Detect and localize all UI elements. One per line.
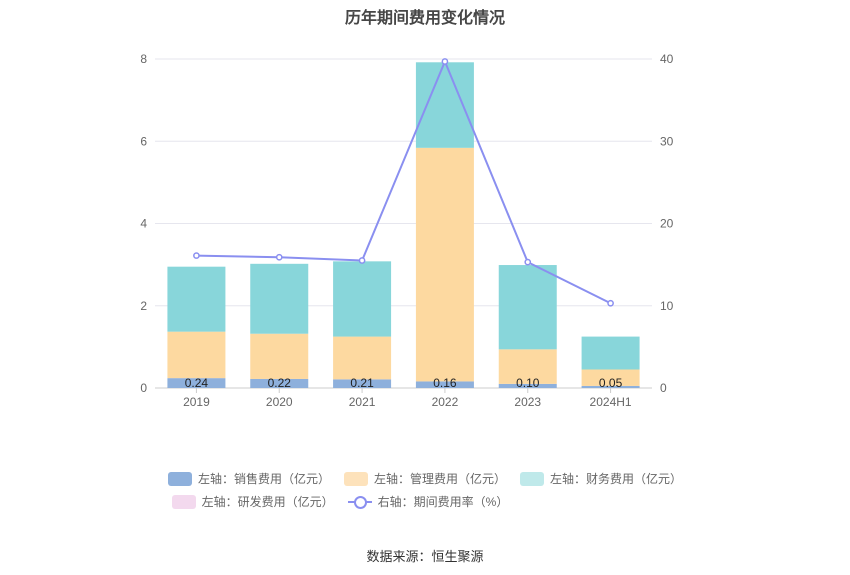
legend-item-admin[interactable]: 左轴：管理费用（亿元） <box>343 470 506 487</box>
bar-segment <box>498 383 557 388</box>
ratio-line <box>193 58 614 307</box>
legend-label-finance: 左轴：财务费用（亿元） <box>550 472 683 486</box>
bar-segment <box>415 381 474 388</box>
ratio-point <box>193 252 200 259</box>
legend-label-rnd: 左轴：研发费用（亿元） <box>201 495 334 509</box>
right-axis-ticks: 0 10 20 30 40 <box>660 52 674 395</box>
data-label: 0.05 <box>599 376 623 390</box>
x-axis-tick-label: 2021 <box>349 395 376 409</box>
legend-label-ratio: 右轴：期间费用率（%） <box>377 495 509 509</box>
legend-item-finance[interactable]: 左轴：财务费用（亿元） <box>520 470 682 487</box>
x-axis-ticks: 2019 2020 2021 2022 2023 2024H1 <box>183 388 632 409</box>
bars <box>167 62 640 388</box>
chart-title: 历年期间费用变化情况 <box>344 10 505 27</box>
bar-segment <box>167 331 226 379</box>
legend-swatch-sales <box>167 471 192 486</box>
legend-item-ratio[interactable]: 右轴：期间费用率（%） <box>347 493 509 510</box>
bar-segment <box>250 333 309 379</box>
legend-item-rnd[interactable]: 左轴：研发费用（亿元） <box>171 493 334 510</box>
right-axis-tick-label: 30 <box>660 134 674 148</box>
x-axis-tick-label: 2023 <box>514 395 541 409</box>
legend-swatch-rnd <box>171 494 196 509</box>
legend-row-2: 左轴：研发费用（亿元） 右轴：期间费用率（%） <box>0 493 850 510</box>
legend-swatch-admin <box>343 471 368 486</box>
right-axis-tick-label: 0 <box>660 381 667 395</box>
ratio-point <box>607 299 614 307</box>
bar-segment <box>333 261 392 337</box>
gridlines <box>155 58 652 389</box>
bar-segment <box>581 369 640 386</box>
bar-segment <box>415 147 474 382</box>
x-axis-tick-label: 2022 <box>432 395 459 409</box>
bar-segment <box>250 263 309 334</box>
data-label: 0.24 <box>185 376 209 390</box>
left-axis-tick-label: 6 <box>140 134 147 148</box>
ratio-point <box>524 258 532 266</box>
ratio-point <box>275 253 283 261</box>
left-axis-tick-label: 2 <box>140 299 147 313</box>
data-labels: 0.24 0.22 0.21 0.16 0.10 0.05 <box>185 376 623 390</box>
legend-label-sales: 左轴：销售费用（亿元） <box>197 472 330 486</box>
legend-swatch-ratio <box>347 495 372 509</box>
bar-segment <box>333 336 392 380</box>
ratio-point <box>441 58 449 65</box>
bar-segment <box>498 265 557 350</box>
bar-segment <box>581 385 640 388</box>
legend: 左轴：销售费用（亿元） 左轴：管理费用（亿元） 左轴：财务费用（亿元） 左轴：研… <box>0 470 850 516</box>
bar-segment <box>250 378 309 388</box>
x-axis-tick-label: 2019 <box>183 395 210 409</box>
left-axis-tick-label: 0 <box>140 381 147 395</box>
bar-segment <box>498 349 557 384</box>
data-label: 0.10 <box>516 376 540 390</box>
legend-swatch-finance <box>520 471 544 486</box>
legend-label-admin: 左轴：管理费用（亿元） <box>373 472 506 486</box>
bar-segment <box>167 266 226 332</box>
legend-item-sales[interactable]: 左轴：销售费用（亿元） <box>167 470 330 487</box>
ratio-line-path <box>196 58 612 305</box>
legend-row-1: 左轴：销售费用（亿元） 左轴：管理费用（亿元） 左轴：财务费用（亿元） <box>0 470 850 487</box>
left-axis-ticks: 0 2 4 6 8 <box>140 52 147 395</box>
ratio-point <box>358 257 366 264</box>
data-label: 0.21 <box>350 376 374 390</box>
right-axis-tick-label: 20 <box>660 217 674 231</box>
x-axis-tick-label: 2020 <box>266 395 293 409</box>
left-axis-tick-label: 8 <box>140 52 147 66</box>
bar-segment <box>581 336 640 370</box>
data-label: 0.22 <box>268 376 292 390</box>
x-axis-tick-label: 2024H1 <box>590 395 632 409</box>
bar-segment <box>415 62 474 148</box>
chart-svg: 0 2 4 6 8 0 10 20 30 40 0.24 0.22 0.21 0.16 0.10 0.05… <box>140 52 674 409</box>
source-note: 数据来源：恒生聚源 <box>366 549 484 564</box>
bar-segment <box>167 378 226 388</box>
right-axis-tick-label: 10 <box>660 299 674 313</box>
right-axis-tick-label: 40 <box>660 52 674 66</box>
data-label: 0.16 <box>433 376 457 390</box>
bar-segment <box>333 379 392 388</box>
left-axis-tick-label: 4 <box>140 217 147 231</box>
